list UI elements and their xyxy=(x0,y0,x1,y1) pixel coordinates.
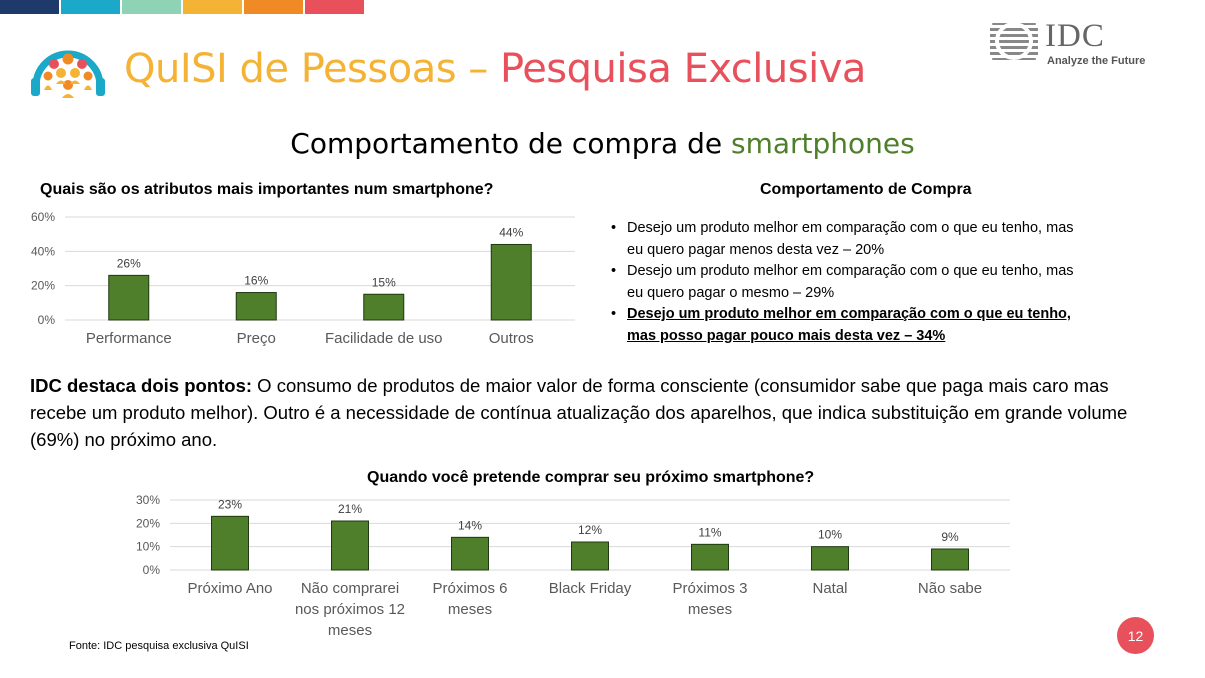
bar xyxy=(363,293,405,321)
bullet-line: eu quero pagar menos desta vez – 20% xyxy=(627,241,885,258)
data-label: 26% xyxy=(117,256,141,270)
y-tick-label: 20% xyxy=(31,279,55,293)
bar xyxy=(490,243,532,321)
x-category-label: Não sabe xyxy=(918,580,982,597)
category-label-line: meses xyxy=(688,601,732,618)
bullet-line: mas posso pagar pouco mais desta vez – 3… xyxy=(627,327,946,344)
y-tick-label: 0% xyxy=(38,313,56,327)
y-tick-label: 10% xyxy=(136,540,160,554)
title-separator: – xyxy=(456,46,500,92)
page-title: QuISI de Pessoas – Pesquisa Exclusiva xyxy=(124,46,866,92)
x-category-label: Próximo Ano xyxy=(187,580,272,597)
category-label-line: Performance xyxy=(86,330,172,347)
x-category-label: Não comprarei nos próximos 12 meses xyxy=(295,580,405,639)
purchase-timing-bar-chart: 0% 10% 20% 30% 23% Próximo Ano 21% Não comprare… xyxy=(136,493,1010,639)
idc-globe-icon xyxy=(990,22,1038,60)
list-item: • Desejo um produto melhor em comparação … xyxy=(611,304,1151,347)
data-label: 10% xyxy=(818,528,842,542)
data-label: 16% xyxy=(244,274,268,288)
x-category-label: Preço xyxy=(237,330,276,347)
bullet-dot-icon: • xyxy=(611,306,617,322)
highlight-paragraph: IDC destaca dois pontos: O consumo de pr… xyxy=(30,372,1170,453)
bar xyxy=(451,536,489,571)
data-label: 11% xyxy=(698,525,721,539)
color-strip-segment xyxy=(61,0,120,14)
x-category-label: Black Friday xyxy=(549,580,632,597)
bullet-dot-icon: • xyxy=(611,263,617,279)
list-item: • Desejo um produto melhor em comparação … xyxy=(611,218,1151,261)
attributes-bar-chart: 0% 20% 40% 60% 26% Performance 16% Preço 15% Faci… xyxy=(31,210,575,347)
bar xyxy=(811,546,849,571)
purchase-behavior-list: • Desejo um produto melhor em comparação … xyxy=(611,218,1151,347)
bar xyxy=(931,548,969,571)
data-label: 21% xyxy=(338,502,362,516)
category-label-line: Não comprarei xyxy=(301,580,399,597)
list-item: • Desejo um produto melhor em comparação … xyxy=(611,261,1151,304)
bullet-line: Desejo um produto melhor em comparação c… xyxy=(627,306,1071,322)
data-label: 12% xyxy=(578,523,602,537)
data-label: 14% xyxy=(458,518,482,532)
category-label-line: Facilidade de uso xyxy=(325,330,443,347)
data-label: 23% xyxy=(218,497,242,511)
x-category-label: Outros xyxy=(489,330,534,347)
x-category-label: Facilidade de uso xyxy=(325,330,443,347)
color-strip-segment xyxy=(122,0,181,14)
highlight-text: O consumo de produtos de maior valor de … xyxy=(30,375,1128,450)
y-tick-label: 40% xyxy=(31,244,55,258)
data-label: 44% xyxy=(499,225,523,239)
bullet-dot-icon: • xyxy=(611,220,617,236)
bullet-line: eu quero pagar o mesmo – 29% xyxy=(627,284,835,301)
x-category-label: Natal xyxy=(812,580,847,597)
y-tick-label: 0% xyxy=(143,563,161,577)
x-category-label: Próximos 6 meses xyxy=(432,580,507,618)
title-part2: Pesquisa Exclusiva xyxy=(500,46,866,92)
bar xyxy=(691,543,729,571)
category-label-line: nos próximos 12 xyxy=(295,601,405,618)
color-strip-segment xyxy=(244,0,303,14)
highlight-lead: IDC destaca dois pontos: xyxy=(30,375,253,396)
bar xyxy=(108,274,150,321)
top-color-strip xyxy=(0,0,366,14)
subtitle-highlight: smartphones xyxy=(730,127,915,160)
color-strip-segment xyxy=(0,0,59,14)
purchase-behavior-title: Comportamento de Compra xyxy=(760,181,972,198)
bar xyxy=(571,541,609,571)
category-label-line: Próximos 3 xyxy=(672,580,747,597)
chart1-title: Quais são os atributos mais importantes … xyxy=(40,181,494,198)
category-label-line: Black Friday xyxy=(549,580,632,597)
data-label: 9% xyxy=(941,530,959,544)
category-label-line: Próximos 6 xyxy=(432,580,507,597)
category-label-line: Não sabe xyxy=(918,580,982,597)
data-label: 15% xyxy=(372,275,396,289)
section-subtitle: Comportamento de compra de smartphones xyxy=(0,127,1205,160)
chart2-title: Quando você pretende comprar seu próximo… xyxy=(367,469,815,486)
x-category-label: Próximos 3 meses xyxy=(672,580,747,618)
color-strip-segment xyxy=(183,0,242,14)
source-note: Fonte: IDC pesquisa exclusiva QuISI xyxy=(69,640,249,652)
category-label-line: Natal xyxy=(812,580,847,597)
bullet-line: Desejo um produto melhor em comparação c… xyxy=(627,263,1074,279)
category-label-line: meses xyxy=(448,601,492,618)
color-strip-segment xyxy=(305,0,364,14)
bar xyxy=(211,515,249,571)
people-group-icon xyxy=(31,50,105,98)
category-label-line: Outros xyxy=(489,330,534,347)
bullet-line: Desejo um produto melhor em comparação c… xyxy=(627,220,1074,236)
y-tick-label: 20% xyxy=(136,516,160,530)
y-tick-label: 30% xyxy=(136,493,160,507)
bar xyxy=(331,520,369,571)
title-part1: QuISI de Pessoas xyxy=(124,46,457,92)
category-label-line: meses xyxy=(328,622,372,639)
idc-tagline: Analyze the Future xyxy=(1047,55,1146,67)
subtitle-text: Comportamento de compra de xyxy=(290,127,731,160)
x-category-label: Performance xyxy=(86,330,172,347)
category-label-line: Próximo Ano xyxy=(187,580,272,597)
category-label-line: Preço xyxy=(237,330,276,347)
bar xyxy=(235,292,277,321)
y-tick-label: 60% xyxy=(31,210,55,224)
idc-brand: IDC xyxy=(1045,18,1105,54)
page-number: 12 xyxy=(1117,617,1154,654)
